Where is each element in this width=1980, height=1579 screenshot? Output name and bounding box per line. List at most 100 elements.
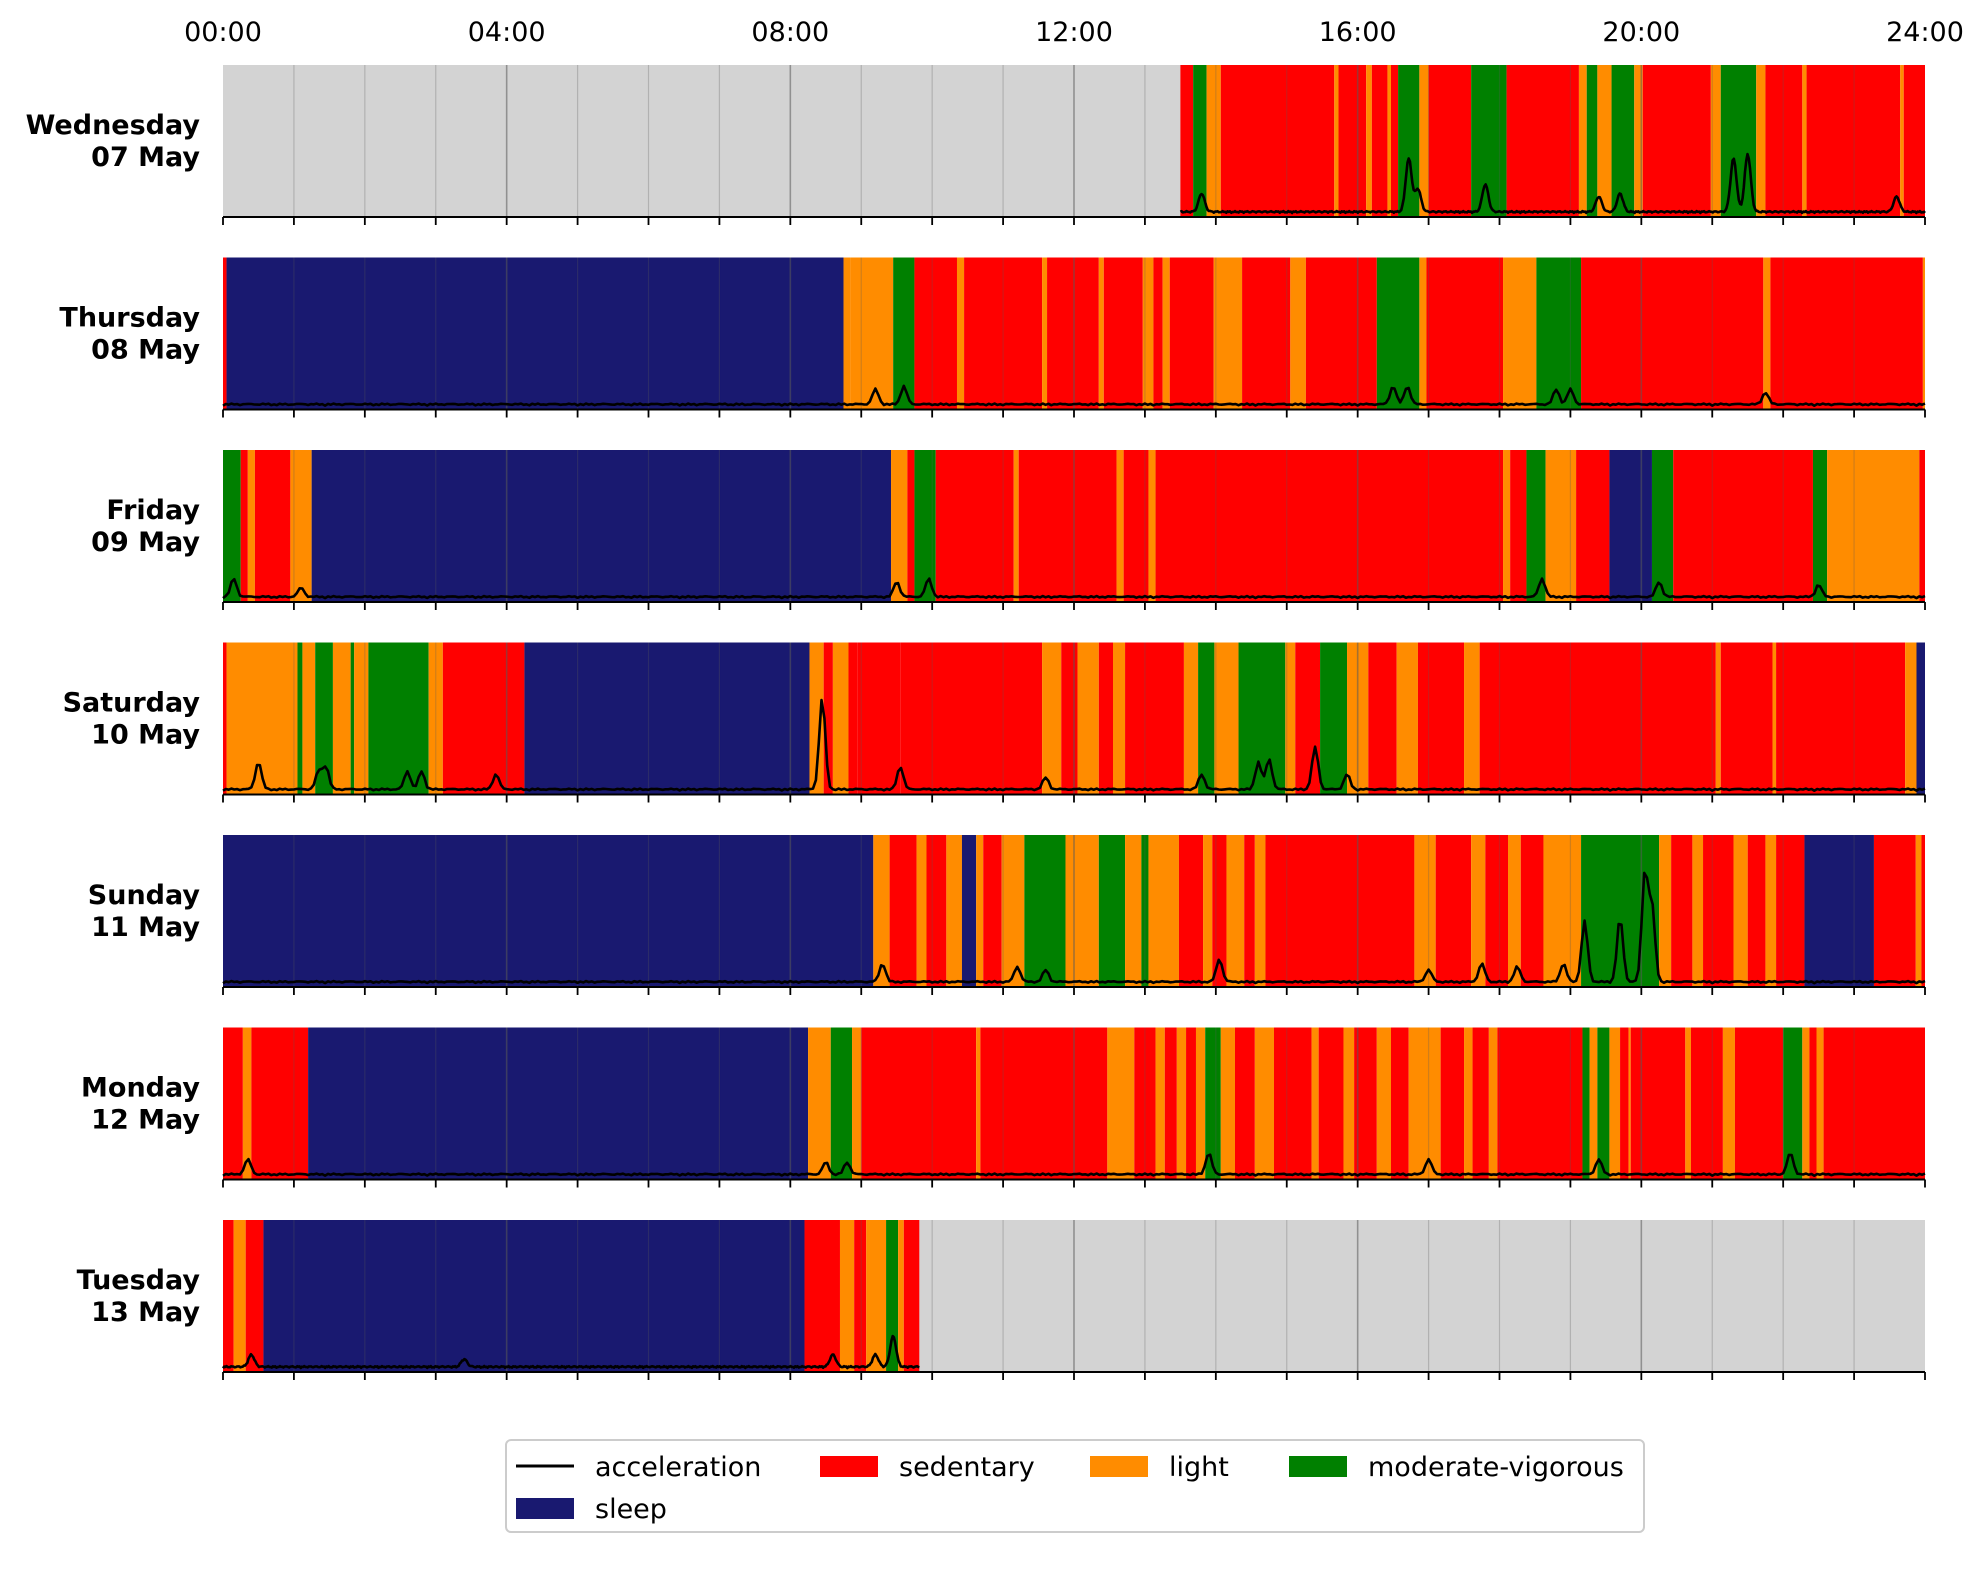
activity-segment-light xyxy=(1214,642,1239,795)
activity-segment-sleep xyxy=(1609,450,1652,602)
activity-segment-light xyxy=(956,257,965,410)
activity-segment-moderate-vigorous xyxy=(1812,450,1828,602)
activity-segment-sedentary xyxy=(857,642,901,795)
activity-segment-light xyxy=(866,1220,887,1372)
legend-item-sedentary: sedentary xyxy=(820,1452,1035,1483)
activity-segment-moderate-vigorous xyxy=(1376,257,1420,410)
activity-segment-light xyxy=(873,835,890,987)
activity-segment-light xyxy=(1162,257,1170,410)
activity-segment-sedentary xyxy=(1164,1027,1177,1180)
activity-segment-light xyxy=(1125,835,1142,987)
activity-segment-sedentary xyxy=(1180,65,1194,217)
activity-segment-sedentary xyxy=(1506,65,1579,217)
activity-segment-missing xyxy=(223,65,1181,217)
activity-segment-moderate-vigorous xyxy=(1651,450,1674,602)
legend-box xyxy=(505,1439,1645,1533)
activity-segment-sedentary xyxy=(442,642,525,795)
activity-segment-sedentary xyxy=(983,835,1002,987)
activity-segment-light xyxy=(898,1220,904,1372)
activity-segment-sedentary xyxy=(245,1220,264,1372)
activity-segment-light xyxy=(1334,65,1339,217)
activity-segment-light xyxy=(852,1027,862,1180)
day-date-label: 10 May xyxy=(91,720,200,751)
activity-segment-sedentary xyxy=(823,642,833,795)
activity-segment-sedentary xyxy=(889,835,917,987)
activity-segment-light xyxy=(1900,65,1904,217)
activity-segment-sleep xyxy=(308,1027,809,1180)
activity-segment-sleep xyxy=(961,835,977,987)
activity-segment-sleep xyxy=(1804,835,1874,987)
day-weekday-label: Wednesday xyxy=(26,110,201,141)
activity-segment-sedentary xyxy=(848,642,858,795)
activity-segment-moderate-vigorous xyxy=(1526,450,1546,602)
activity-segment-light xyxy=(1922,257,1925,410)
activity-segment-sedentary xyxy=(1338,65,1367,217)
legend-label: moderate-vigorous xyxy=(1368,1452,1624,1483)
activity-segment-sedentary xyxy=(1576,450,1610,602)
activity-segment-sedentary xyxy=(1479,642,1716,795)
activity-segment-light xyxy=(916,835,927,987)
activity-segment-light xyxy=(1220,1027,1235,1180)
activity-segment-sedentary xyxy=(1273,1027,1312,1180)
activity-segment-sedentary xyxy=(1734,1027,1784,1180)
activity-segment-sedentary xyxy=(926,835,947,987)
activity-segment-moderate-vigorous xyxy=(1783,1027,1803,1180)
activity-segment-light xyxy=(1077,642,1099,795)
activity-segment-sedentary xyxy=(1123,450,1149,602)
activity-segment-sedentary xyxy=(1426,257,1504,410)
legend: acceleration sedentary light moderate-vigor… xyxy=(505,1439,1645,1533)
activity-segment-moderate-vigorous xyxy=(1536,257,1582,410)
activity-segment-light xyxy=(1366,65,1372,217)
day-date-label: 07 May xyxy=(91,142,200,173)
activity-segment-sedentary xyxy=(1318,1027,1344,1180)
activity-segment-sedentary xyxy=(223,1027,243,1180)
activity-segment-light xyxy=(1802,65,1807,217)
activity-segment-sedentary xyxy=(1520,835,1544,987)
activity-segment-sedentary xyxy=(223,1220,234,1372)
activity-segment-sedentary xyxy=(1155,450,1504,602)
activity-segment-light xyxy=(428,642,443,795)
activity-segment-sleep xyxy=(1916,642,1925,795)
activity-segment-light xyxy=(1042,642,1062,795)
activity-segment-light xyxy=(1628,1027,1631,1180)
legend-label: sedentary xyxy=(899,1452,1035,1483)
activity-segment-light xyxy=(1183,642,1199,795)
activity-segment-moderate-vigorous xyxy=(886,1220,899,1372)
activity-segment-light xyxy=(1113,642,1126,795)
activity-segment-moderate-vigorous xyxy=(1586,65,1598,217)
activity-segment-sedentary xyxy=(1212,835,1227,987)
activity-segment-light xyxy=(354,642,369,795)
activity-segment-light xyxy=(1042,257,1048,410)
activity-segment-light xyxy=(1142,257,1154,410)
activity-segment-sedentary xyxy=(1390,1027,1409,1180)
acceleration-line xyxy=(222,577,1926,600)
activity-segment-sedentary xyxy=(251,1027,309,1180)
activity-segment-sedentary xyxy=(240,450,248,602)
activity-segment-light xyxy=(1827,450,1920,602)
activity-segment-moderate-vigorous xyxy=(830,1027,853,1180)
activity-segment-sleep xyxy=(263,1220,805,1372)
activity-segment-light xyxy=(1464,642,1480,795)
activity-segment-light xyxy=(1609,1027,1621,1180)
activity-segment-moderate-vigorous xyxy=(223,450,241,602)
activity-segment-sleep xyxy=(524,642,810,795)
activity-segment-sedentary xyxy=(1770,257,1923,410)
activity-segment-sedentary xyxy=(914,257,957,410)
hour-tick-label: 08:00 xyxy=(751,17,829,48)
activity-segment-sedentary xyxy=(1371,65,1388,217)
hour-tick-label: 24:00 xyxy=(1886,17,1964,48)
activity-segment-light xyxy=(1464,1027,1473,1180)
activity-segment-sedentary xyxy=(1673,450,1813,602)
activity-segment-sedentary xyxy=(1671,835,1693,987)
activity-segment-light xyxy=(1065,835,1099,987)
activity-segment-sedentary xyxy=(1305,257,1377,410)
legend-label: light xyxy=(1169,1452,1229,1483)
acceleration-line xyxy=(1179,152,1926,215)
activity-segment-sedentary xyxy=(1776,835,1805,987)
legend-item-sleep: sleep xyxy=(516,1494,667,1525)
